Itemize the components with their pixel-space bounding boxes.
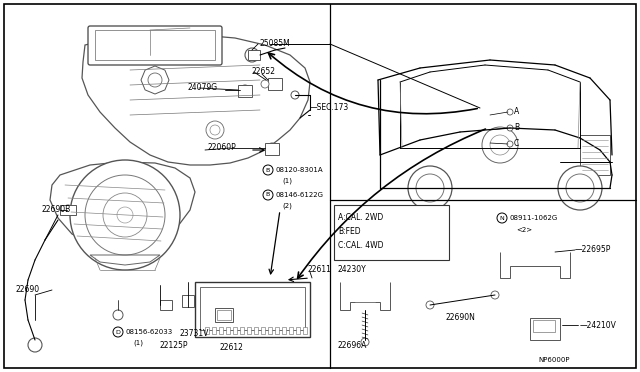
Text: —SEC.173: —SEC.173 xyxy=(310,103,349,112)
Text: 24230Y: 24230Y xyxy=(338,266,367,275)
Text: 22611: 22611 xyxy=(307,266,331,275)
Circle shape xyxy=(210,125,220,135)
Circle shape xyxy=(426,301,434,309)
Text: 22652: 22652 xyxy=(252,67,276,77)
Text: 08120-8301A: 08120-8301A xyxy=(275,167,323,173)
Circle shape xyxy=(267,143,277,153)
Text: C: C xyxy=(514,140,519,148)
Bar xyxy=(205,327,209,334)
Text: (1): (1) xyxy=(133,340,143,346)
Text: 22696A: 22696A xyxy=(338,340,367,350)
Bar xyxy=(533,320,555,332)
Bar xyxy=(217,310,231,320)
Circle shape xyxy=(263,190,273,200)
Circle shape xyxy=(245,48,259,62)
Circle shape xyxy=(507,125,513,131)
Bar xyxy=(275,327,279,334)
Circle shape xyxy=(361,338,369,346)
Text: 08146-6122G: 08146-6122G xyxy=(275,192,323,198)
Circle shape xyxy=(117,207,133,223)
Text: B: B xyxy=(266,192,270,198)
Text: 23731V: 23731V xyxy=(180,330,209,339)
Bar xyxy=(215,308,233,322)
Circle shape xyxy=(103,193,147,237)
Text: A:CAL. 2WD: A:CAL. 2WD xyxy=(338,214,383,222)
Text: —24210V: —24210V xyxy=(580,321,617,330)
Bar xyxy=(268,78,282,90)
Circle shape xyxy=(206,121,224,139)
Bar xyxy=(268,327,272,334)
Bar xyxy=(160,300,172,310)
Bar xyxy=(303,327,307,334)
Bar xyxy=(580,135,610,175)
Circle shape xyxy=(113,327,123,337)
Text: N: N xyxy=(500,215,504,221)
Bar xyxy=(530,318,560,340)
Bar xyxy=(182,295,194,307)
Bar xyxy=(200,287,305,330)
Text: B: B xyxy=(514,124,519,132)
Text: 08156-62033: 08156-62033 xyxy=(125,329,172,335)
Circle shape xyxy=(63,205,73,215)
Circle shape xyxy=(507,141,513,147)
Circle shape xyxy=(148,73,162,87)
Text: <2>: <2> xyxy=(516,227,532,233)
Text: NP6000P: NP6000P xyxy=(538,357,570,363)
Bar xyxy=(233,327,237,334)
Text: 22690N: 22690N xyxy=(445,314,475,323)
Circle shape xyxy=(28,338,42,352)
FancyBboxPatch shape xyxy=(88,26,222,65)
Bar xyxy=(282,327,286,334)
Text: C:CAL. 4WD: C:CAL. 4WD xyxy=(338,241,383,250)
Circle shape xyxy=(263,165,273,175)
Text: (2): (2) xyxy=(282,203,292,209)
Bar xyxy=(289,327,293,334)
Text: 22125P: 22125P xyxy=(160,340,189,350)
Circle shape xyxy=(490,135,510,155)
Bar xyxy=(212,327,216,334)
Circle shape xyxy=(85,175,165,255)
Circle shape xyxy=(291,91,299,99)
Text: 22690: 22690 xyxy=(16,285,40,295)
Text: 22060P: 22060P xyxy=(208,144,237,153)
Bar xyxy=(254,327,258,334)
Bar xyxy=(296,327,300,334)
Bar xyxy=(226,327,230,334)
Text: —22695P: —22695P xyxy=(575,246,611,254)
Bar xyxy=(265,143,279,155)
Text: 22612: 22612 xyxy=(220,343,244,353)
Text: A: A xyxy=(514,108,519,116)
Text: B:FED: B:FED xyxy=(338,228,360,237)
Text: 25085M: 25085M xyxy=(260,39,291,48)
Bar xyxy=(240,327,244,334)
Circle shape xyxy=(70,160,180,270)
Circle shape xyxy=(113,310,123,320)
Circle shape xyxy=(482,127,518,163)
Circle shape xyxy=(240,85,250,95)
Bar xyxy=(261,327,265,334)
Circle shape xyxy=(566,174,594,202)
Circle shape xyxy=(497,213,507,223)
Text: (1): (1) xyxy=(282,178,292,184)
Text: D: D xyxy=(116,330,120,334)
Circle shape xyxy=(261,80,269,88)
Bar xyxy=(60,205,76,215)
Bar xyxy=(334,205,449,260)
Bar xyxy=(247,327,251,334)
Text: 24079G: 24079G xyxy=(188,83,218,93)
Bar xyxy=(95,30,215,60)
Text: 08911-1062G: 08911-1062G xyxy=(510,215,558,221)
Bar xyxy=(238,85,252,97)
Bar xyxy=(195,282,310,337)
Text: 22690B: 22690B xyxy=(41,205,70,215)
Bar xyxy=(248,50,260,60)
Circle shape xyxy=(507,109,513,115)
Circle shape xyxy=(408,166,452,210)
Circle shape xyxy=(416,174,444,202)
Text: B: B xyxy=(266,167,270,173)
Circle shape xyxy=(491,291,499,299)
Circle shape xyxy=(558,166,602,210)
Bar xyxy=(219,327,223,334)
